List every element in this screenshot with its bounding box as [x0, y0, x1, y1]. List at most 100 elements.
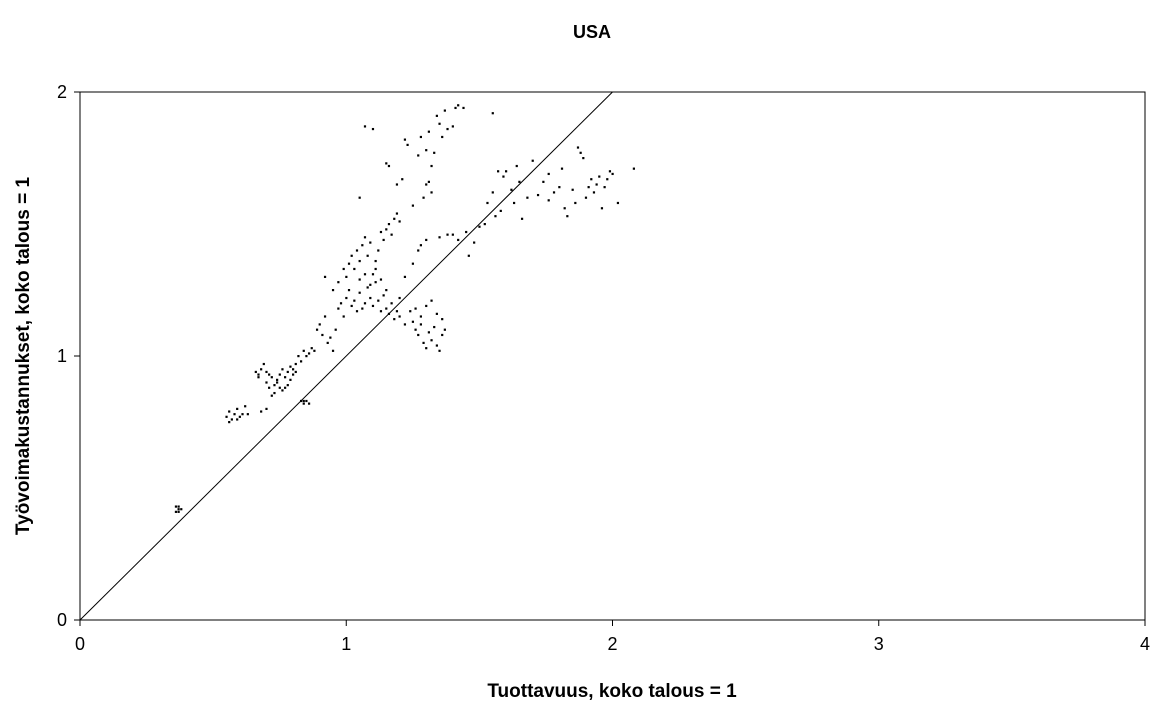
data-point — [385, 307, 388, 310]
data-point — [473, 241, 476, 244]
data-point — [536, 193, 540, 197]
y-axis-label: Työvoimakustannukset, koko talous = 1 — [13, 177, 34, 536]
data-point — [371, 127, 375, 131]
data-point — [302, 349, 305, 352]
data-point — [446, 233, 449, 236]
data-point — [358, 196, 361, 199]
data-point — [387, 312, 391, 315]
data-point — [270, 376, 273, 379]
data-point — [608, 170, 612, 173]
data-point — [526, 196, 529, 199]
data-point — [425, 183, 428, 186]
data-point — [443, 328, 446, 331]
data-point — [377, 249, 380, 252]
x-tick-label: 3 — [874, 634, 884, 654]
data-point — [323, 275, 327, 278]
data-point — [395, 310, 399, 313]
data-point — [486, 201, 489, 205]
data-point — [491, 112, 494, 115]
data-point — [451, 125, 454, 128]
y-tick-label: 2 — [57, 82, 67, 102]
data-point — [382, 294, 385, 297]
data-point — [497, 170, 500, 173]
data-point — [246, 413, 249, 416]
data-point — [318, 323, 321, 326]
data-point — [230, 418, 233, 421]
data-point — [292, 368, 295, 371]
data-point — [379, 278, 383, 281]
data-point — [465, 230, 468, 234]
data-point — [427, 180, 430, 183]
plot-area-frame — [79, 91, 1146, 621]
data-point — [289, 365, 292, 368]
data-point — [582, 157, 585, 160]
data-point — [598, 175, 601, 178]
data-point — [305, 355, 308, 358]
data-point — [299, 360, 303, 363]
data-point — [406, 143, 409, 146]
data-point — [281, 368, 284, 371]
data-point — [430, 299, 433, 302]
data-point — [563, 207, 566, 210]
data-point — [177, 510, 180, 513]
data-point — [268, 373, 271, 376]
data-point — [363, 236, 367, 239]
y-tick-label: 0 — [57, 610, 67, 630]
data-point — [382, 238, 385, 242]
data-point — [292, 373, 295, 376]
data-point — [270, 394, 273, 397]
data-point — [515, 164, 518, 168]
reference-line-layer — [79, 91, 613, 621]
data-point — [350, 254, 353, 257]
data-point — [353, 299, 356, 302]
data-point — [374, 267, 377, 271]
data-point — [305, 399, 308, 403]
data-point — [505, 170, 508, 173]
data-point — [395, 212, 399, 215]
data-point — [307, 352, 311, 355]
data-point — [363, 273, 367, 276]
data-point — [499, 209, 502, 212]
data-point — [363, 125, 367, 128]
data-point — [571, 188, 574, 191]
data-point — [262, 362, 265, 366]
data-point — [307, 402, 311, 405]
data-point — [286, 370, 289, 374]
data-point — [329, 336, 332, 339]
data-point — [425, 304, 428, 308]
data-point — [257, 376, 260, 379]
data-point — [425, 347, 428, 350]
data-point — [286, 384, 289, 387]
data-point — [494, 215, 497, 218]
data-point — [462, 106, 465, 110]
data-point — [595, 183, 598, 186]
data-point — [457, 238, 460, 242]
data-point — [430, 191, 433, 194]
data-points — [174, 104, 635, 513]
data-point — [403, 275, 407, 278]
data-point — [419, 315, 422, 318]
data-point — [510, 188, 513, 191]
data-point — [337, 307, 340, 310]
data-point — [393, 217, 396, 220]
data-point — [491, 191, 494, 194]
data-point — [427, 331, 430, 334]
data-point — [512, 201, 516, 205]
data-point — [467, 254, 470, 257]
data-point — [403, 138, 407, 141]
data-point — [321, 333, 324, 337]
data-point — [254, 370, 257, 374]
data-point — [387, 223, 391, 226]
x-axis-label: Tuottavuus, koko talous = 1 — [487, 681, 737, 702]
data-point — [558, 186, 561, 189]
data-point — [422, 341, 425, 344]
x-tick-label: 0 — [75, 634, 85, 654]
data-point — [369, 283, 372, 286]
data-point — [430, 339, 433, 342]
data-point — [520, 217, 524, 220]
data-point — [289, 378, 292, 381]
data-point — [345, 296, 348, 300]
data-point — [438, 122, 441, 125]
data-point — [331, 289, 335, 292]
